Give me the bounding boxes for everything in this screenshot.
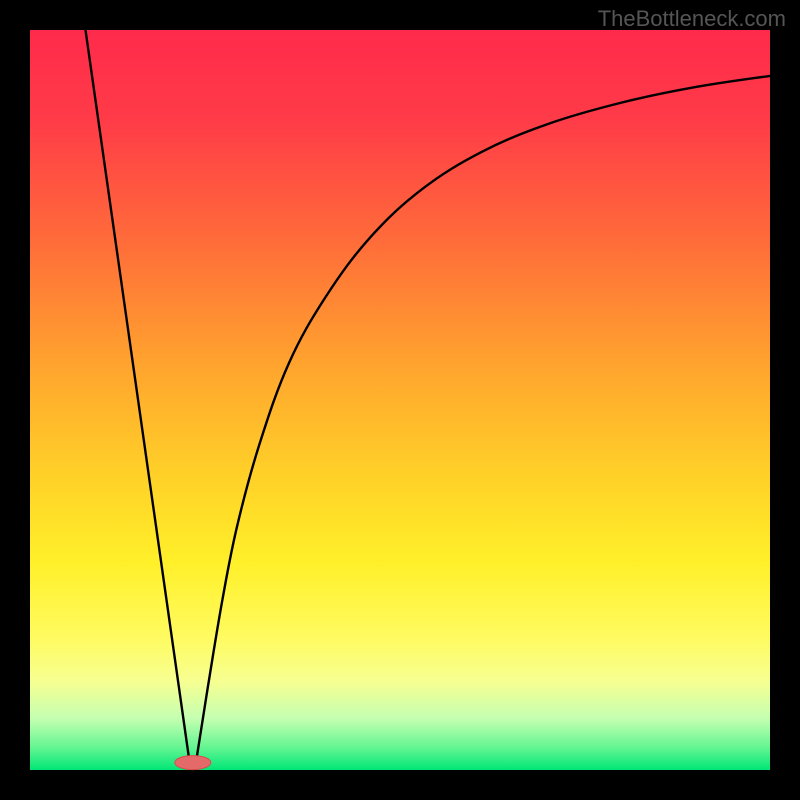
bottleneck-curve-chart: TheBottleneck.com <box>0 0 800 800</box>
chart-plot-background <box>30 30 770 770</box>
chart-svg <box>0 0 800 800</box>
watermark-text: TheBottleneck.com <box>598 6 786 32</box>
minimum-marker <box>175 756 211 770</box>
